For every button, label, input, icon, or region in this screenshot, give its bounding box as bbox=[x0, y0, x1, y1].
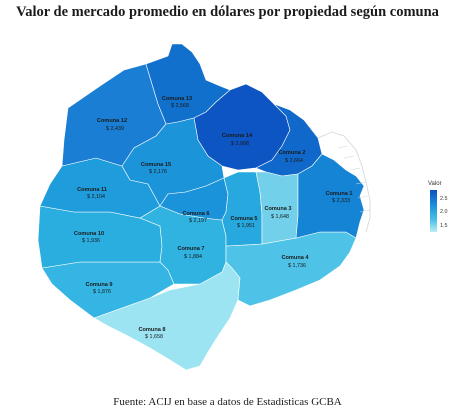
legend-tick-2-0: 2.0 bbox=[440, 209, 448, 215]
comuna-12-label: Comuna 12 bbox=[97, 118, 127, 124]
comuna-5-value: $ 1,951 bbox=[237, 223, 255, 229]
legend-tick-2-5: 2.5 bbox=[440, 196, 448, 202]
comuna-9-value: $ 1,876 bbox=[93, 289, 111, 295]
comuna-6-value: $ 2,197 bbox=[189, 218, 207, 224]
comuna-8-value: $ 1,658 bbox=[145, 334, 163, 340]
comuna-10-label: Comuna 10 bbox=[74, 231, 104, 237]
legend-tick-1-5: 1.5 bbox=[440, 223, 448, 229]
comuna-7-label: Comuna 7 bbox=[177, 246, 204, 252]
comuna-1-label: Comuna 1 bbox=[325, 191, 352, 197]
comuna-15-value: $ 2,176 bbox=[149, 169, 167, 175]
comuna-3-label: Comuna 3 bbox=[264, 206, 291, 212]
comuna-5-region[interactable] bbox=[221, 171, 263, 247]
comuna-8-label: Comuna 8 bbox=[138, 327, 165, 333]
comuna-14-value: $ 2,908 bbox=[231, 141, 249, 147]
comuna-2-label: Comuna 2 bbox=[278, 150, 305, 156]
comuna-13-value: $ 2,568 bbox=[171, 103, 189, 109]
comuna-11-label: Comuna 11 bbox=[77, 187, 107, 193]
comuna-4-value: $ 1,736 bbox=[288, 263, 306, 269]
port-docks bbox=[337, 145, 371, 213]
comuna-15-region[interactable] bbox=[121, 117, 225, 207]
legend-title: Valor bbox=[428, 181, 442, 187]
comuna-11-value: $ 2,104 bbox=[87, 194, 105, 200]
comuna-12-value: $ 2,439 bbox=[106, 126, 124, 132]
comuna-15-label: Comuna 15 bbox=[141, 162, 171, 168]
map-title: Valor de mercado promedio en dólares por… bbox=[16, 4, 439, 20]
comuna-labels: Comuna 13 $ 2,568 Comuna 12 $ 2,439 Comu… bbox=[74, 96, 353, 340]
comuna-7-value: $ 1,884 bbox=[184, 254, 202, 260]
comuna-10-value: $ 1,936 bbox=[82, 238, 100, 244]
comuna-4-label: Comuna 4 bbox=[281, 255, 309, 261]
comuna-1-value: $ 2,333 bbox=[332, 198, 350, 204]
comuna-2-value: $ 2,664 bbox=[285, 158, 303, 164]
legend: Valor 2.5 2.0 1.5 bbox=[428, 181, 448, 232]
comuna-14-label: Comuna 14 bbox=[222, 133, 253, 139]
comuna-13-label: Comuna 13 bbox=[162, 96, 192, 102]
comuna-6-label: Comuna 6 bbox=[182, 211, 209, 217]
legend-color-bar bbox=[430, 190, 437, 232]
comuna-3-value: $ 1,648 bbox=[271, 214, 289, 220]
comuna-1-region[interactable] bbox=[295, 153, 365, 239]
comuna-9-label: Comuna 9 bbox=[85, 282, 112, 288]
comuna-5-label: Comuna 5 bbox=[230, 216, 257, 222]
source-note: Fuente: ACIJ en base a datos de Estadíst… bbox=[113, 396, 342, 408]
port-outline bbox=[317, 131, 371, 233]
